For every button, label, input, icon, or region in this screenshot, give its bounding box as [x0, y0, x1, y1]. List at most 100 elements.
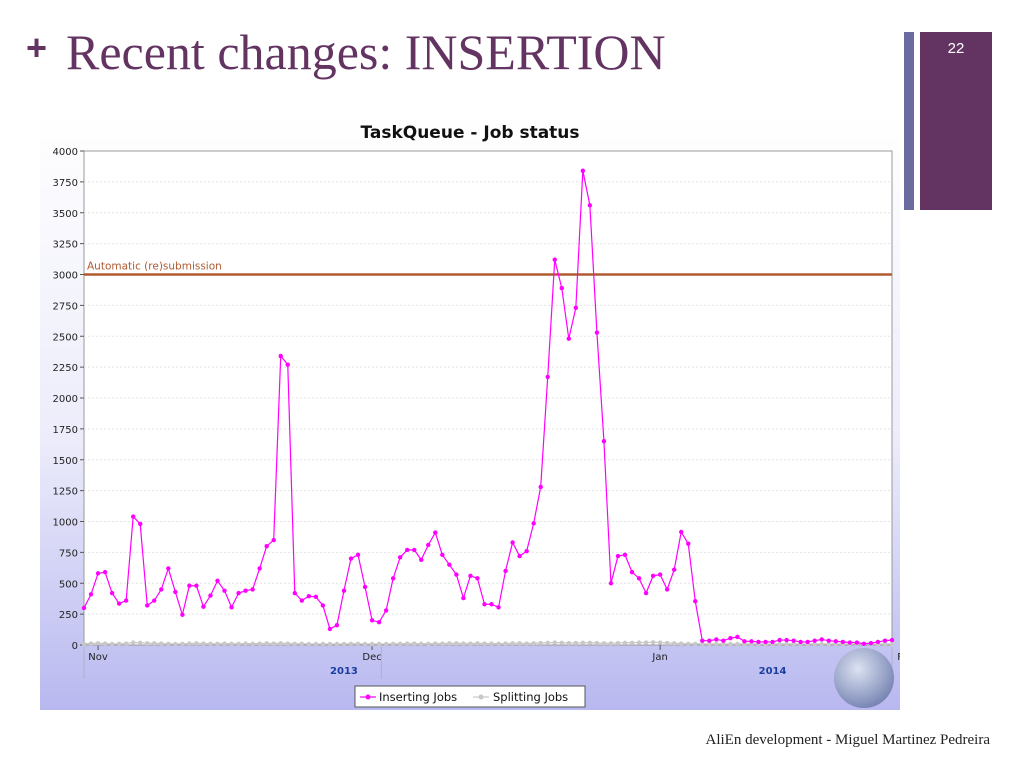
- y-tick-label: 1750: [53, 425, 78, 436]
- data-point-inserting-jobs: [636, 576, 642, 581]
- y-tick-label: 1500: [53, 456, 78, 467]
- data-point-splitting-jobs: [489, 641, 494, 646]
- data-point-splitting-jobs: [123, 641, 129, 646]
- data-point-inserting-jobs: [320, 603, 326, 608]
- data-point-splitting-jobs: [102, 641, 108, 646]
- data-point-splitting-jobs: [468, 641, 473, 646]
- data-point-splitting-jobs: [362, 641, 368, 647]
- data-point-splitting-jobs: [313, 641, 319, 647]
- data-point-splitting-jobs: [285, 641, 290, 646]
- data-point-inserting-jobs: [700, 638, 705, 643]
- data-point-inserting-jobs: [763, 639, 768, 645]
- data-point-inserting-jobs: [405, 547, 410, 553]
- data-point-splitting-jobs: [348, 641, 354, 646]
- data-point-inserting-jobs: [123, 598, 129, 603]
- data-point-splitting-jobs: [882, 641, 888, 647]
- data-point-splitting-jobs: [390, 641, 396, 646]
- data-point-inserting-jobs: [419, 557, 424, 562]
- data-point-inserting-jobs: [390, 576, 396, 581]
- data-point-inserting-jobs: [433, 530, 438, 535]
- data-point-splitting-jobs: [503, 641, 508, 646]
- data-point-inserting-jobs: [650, 573, 656, 579]
- x-year-label: 2013: [330, 666, 358, 677]
- data-point-inserting-jobs: [693, 598, 698, 604]
- data-point-splitting-jobs: [622, 640, 628, 645]
- y-tick-label: 3000: [53, 271, 78, 282]
- data-point-splitting-jobs: [250, 641, 255, 646]
- data-point-splitting-jobs: [447, 641, 452, 646]
- data-point-inserting-jobs: [475, 576, 480, 581]
- legend-box: [354, 685, 586, 708]
- footer-text: AliEn development - Miguel Martinez Pedr…: [705, 732, 991, 748]
- data-point-inserting-jobs: [313, 594, 319, 600]
- data-point-inserting-jobs: [601, 439, 607, 444]
- data-point-inserting-jobs: [236, 590, 241, 596]
- taskqueue-chart: TaskQueue - Job status 0 250 500 750 1000 125…: [40, 112, 915, 710]
- data-point-inserting-jobs: [278, 353, 283, 359]
- data-point-splitting-jobs: [552, 640, 557, 645]
- data-point-splitting-jobs: [215, 641, 220, 646]
- x-month-label: Jan: [651, 652, 667, 663]
- data-point-inserting-jobs: [791, 638, 796, 643]
- data-point-inserting-jobs: [397, 555, 403, 560]
- data-point-splitting-jobs: [693, 641, 698, 646]
- data-point-splitting-jobs: [229, 641, 234, 646]
- data-point-inserting-jobs: [299, 598, 305, 603]
- data-point-inserting-jobs: [306, 594, 312, 599]
- data-point-inserting-jobs: [243, 588, 248, 593]
- data-point-inserting-jobs: [812, 638, 817, 643]
- y-tick-label: 3500: [53, 209, 78, 220]
- data-point-splitting-jobs: [341, 641, 347, 647]
- data-point-splitting-jobs: [397, 641, 403, 646]
- legend-label-inserting-jobs: Inserting Jobs: [379, 690, 457, 704]
- data-point-splitting-jobs: [587, 640, 593, 645]
- data-point-splitting-jobs: [643, 640, 649, 645]
- data-point-splitting-jobs: [201, 641, 206, 646]
- data-point-splitting-jobs: [383, 641, 389, 647]
- data-point-splitting-jobs: [559, 640, 564, 645]
- y-tick-label: 1000: [53, 518, 78, 529]
- data-point-splitting-jobs: [531, 641, 536, 646]
- data-point-splitting-jobs: [496, 641, 501, 646]
- data-point-inserting-jobs: [292, 590, 297, 596]
- data-point-inserting-jobs: [173, 589, 178, 595]
- data-point-splitting-jobs: [145, 641, 150, 646]
- data-point-inserting-jobs: [538, 484, 543, 490]
- data-point-inserting-jobs: [264, 544, 269, 549]
- data-point-inserting-jobs: [81, 605, 87, 611]
- data-point-splitting-jobs: [650, 640, 656, 645]
- data-point-inserting-jobs: [826, 638, 831, 643]
- data-point-inserting-jobs: [362, 584, 368, 590]
- data-point-inserting-jobs: [348, 556, 354, 561]
- data-point-inserting-jobs: [145, 603, 150, 608]
- data-point-inserting-jobs: [376, 619, 382, 625]
- data-point-inserting-jobs: [559, 285, 564, 291]
- data-point-splitting-jobs: [721, 641, 726, 647]
- data-point-splitting-jobs: [580, 640, 586, 645]
- threshold-label: Automatic (re)submission: [87, 261, 222, 273]
- data-point-inserting-jobs: [468, 573, 473, 579]
- data-point-splitting-jobs: [376, 641, 382, 647]
- data-point-splitting-jobs: [243, 641, 248, 646]
- data-point-inserting-jobs: [833, 639, 838, 644]
- data-point-splitting-jobs: [707, 641, 712, 647]
- data-point-inserting-jobs: [229, 605, 234, 610]
- data-point-inserting-jobs: [545, 374, 550, 380]
- data-point-inserting-jobs: [608, 581, 614, 586]
- data-point-inserting-jobs: [334, 623, 340, 628]
- data-point-splitting-jobs: [573, 640, 579, 646]
- data-point-inserting-jobs: [643, 590, 649, 596]
- data-point-inserting-jobs: [531, 521, 536, 526]
- data-point-splitting-jobs: [510, 641, 515, 646]
- data-point-inserting-jobs: [447, 562, 452, 567]
- data-point-inserting-jobs: [510, 540, 515, 545]
- y-tick-label: 2500: [53, 332, 78, 343]
- data-point-splitting-jobs: [88, 641, 94, 646]
- data-point-splitting-jobs: [278, 641, 283, 646]
- data-point-splitting-jobs: [299, 641, 305, 646]
- data-point-splitting-jobs: [826, 641, 831, 647]
- y-tick-label: 250: [59, 610, 78, 621]
- data-point-inserting-jobs: [130, 514, 136, 519]
- data-point-splitting-jobs: [545, 640, 550, 645]
- data-point-inserting-jobs: [489, 602, 494, 607]
